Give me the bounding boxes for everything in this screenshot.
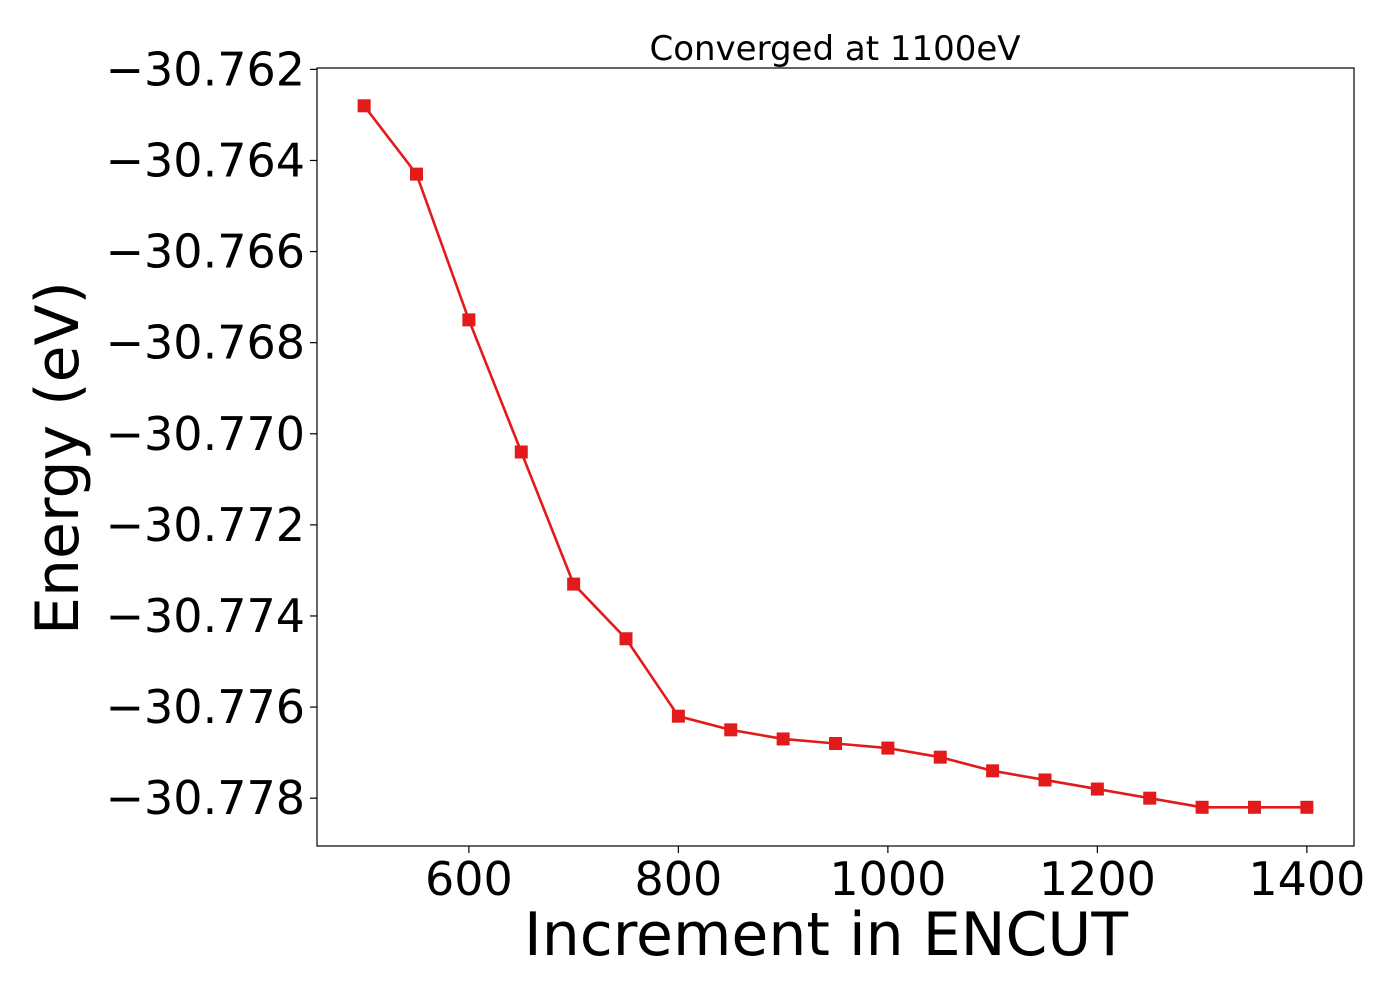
y-tick-label: −30.766 — [106, 225, 306, 279]
data-point-marker — [567, 577, 581, 591]
y-tick-label: −30.762 — [106, 42, 306, 96]
x-tick-label: 800 — [634, 852, 722, 906]
data-point-marker — [724, 723, 738, 737]
x-axis-label: Increment in ENCUT — [524, 900, 1128, 970]
data-point-marker — [986, 764, 1000, 778]
data-point-marker — [933, 750, 947, 764]
data-point-marker — [514, 445, 528, 459]
data-point-marker — [1143, 791, 1157, 805]
y-tick-label: −30.764 — [106, 133, 306, 187]
data-point-marker — [1195, 800, 1209, 814]
x-tick-label: 1000 — [829, 852, 946, 906]
data-point-marker — [1090, 782, 1104, 796]
y-tick-label: −30.776 — [106, 680, 306, 734]
data-point-marker — [671, 709, 685, 723]
data-point-marker — [410, 167, 424, 181]
x-tick-label: 600 — [425, 852, 513, 906]
data-point-marker — [1300, 800, 1314, 814]
data-point-marker — [776, 732, 790, 746]
data-point-marker — [357, 99, 371, 113]
plot-series — [357, 99, 1314, 814]
y-axis-label: Energy (eV) — [23, 281, 93, 635]
chart-title: Converged at 1100eV — [649, 29, 1020, 69]
y-tick-label: −30.778 — [106, 771, 306, 825]
data-point-marker — [619, 632, 633, 646]
data-point-marker — [1038, 773, 1052, 787]
x-tick-label: 1400 — [1248, 852, 1365, 906]
y-tick-label: −30.774 — [106, 589, 306, 643]
y-tick-label: −30.770 — [106, 407, 306, 461]
data-point-marker — [1247, 800, 1261, 814]
y-tick-label: −30.768 — [106, 316, 306, 370]
x-tick-label: 1200 — [1039, 852, 1156, 906]
data-point-marker — [829, 737, 842, 751]
plot-frame — [316, 67, 1355, 847]
data-point-marker — [881, 741, 895, 755]
y-tick-label: −30.772 — [106, 498, 306, 552]
axes-ticks: 600 800 1000 1200 1400 −30.762 −30.764 −30.766 −… — [106, 42, 1366, 906]
data-point-marker — [462, 313, 476, 327]
